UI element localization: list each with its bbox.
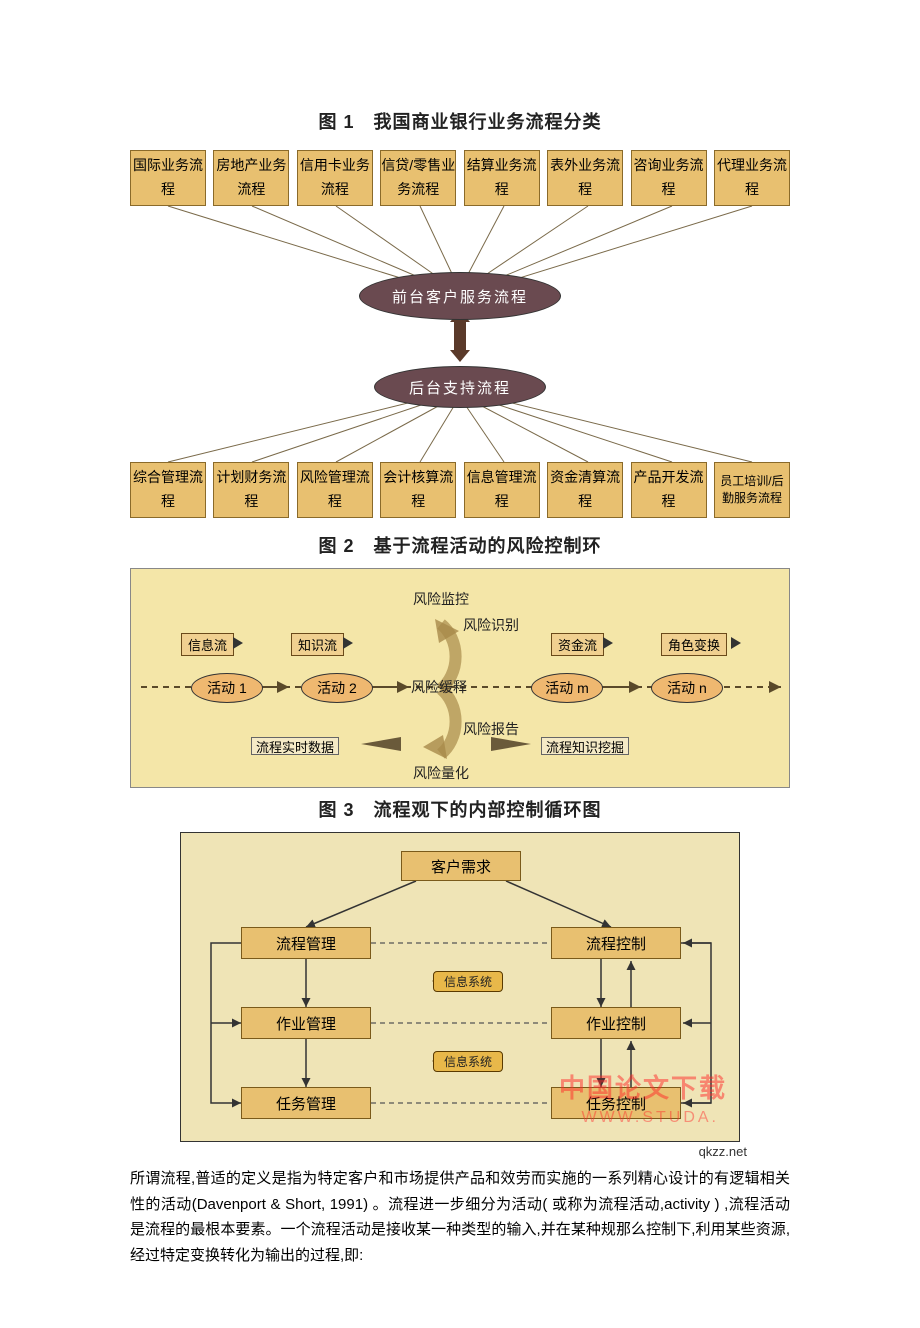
figure1-title: 图 1 我国商业银行业务流程分类 <box>130 108 790 134</box>
fig1-bot-box-1: 计划财务流程 <box>213 462 289 518</box>
fig1-bot-box-7: 员工培训/后勤服务流程 <box>714 462 790 518</box>
figure2-title: 图 2 基于流程活动的风险控制环 <box>130 532 790 558</box>
figure1: 国际业务流程 房地产业务流程 信用卡业务流程 信贷/零售业务流程 结算业务流程 … <box>130 144 790 524</box>
fig2-activity-3: 活动 n <box>651 673 723 703</box>
fig1-bot-box-5: 资金清算流程 <box>547 462 623 518</box>
triangle-icon <box>603 637 613 649</box>
triangle-icon <box>731 637 741 649</box>
fig3-left-2: 任务管理 <box>241 1087 371 1119</box>
fig3-left-0: 流程管理 <box>241 927 371 959</box>
fig1-top-box-2: 信用卡业务流程 <box>297 150 373 206</box>
watermark-text: 中国论文下载 <box>559 1068 727 1105</box>
figure3-title: 图 3 流程观下的内部控制循环图 <box>130 796 790 822</box>
fig2-tag-1: 知识流 <box>291 633 344 656</box>
fig1-top-box-4: 结算业务流程 <box>464 150 540 206</box>
triangle-icon <box>233 637 243 649</box>
fig1-ellipse-back: 后台支持流程 <box>374 366 546 408</box>
fig1-top-box-7: 代理业务流程 <box>714 150 790 206</box>
fig2-tag-3: 角色变换 <box>661 633 727 656</box>
fig1-bot-box-2: 风险管理流程 <box>297 462 373 518</box>
body-paragraph: 所谓流程,普适的定义是指为特定客户和市场提供产品和效劳而实施的一系列精心设计的有… <box>130 1166 790 1268</box>
triangle-icon <box>343 637 353 649</box>
footer-url: qkzz.net <box>699 1144 747 1159</box>
fig2-tag-0: 信息流 <box>181 633 234 656</box>
figure3: 客户需求 流程管理 作业管理 任务管理 流程控制 作业控制 任务控制 信息系统 … <box>180 832 740 1142</box>
fig1-bot-box-6: 产品开发流程 <box>631 462 707 518</box>
fig3-top-box: 客户需求 <box>401 851 521 881</box>
fig2-cycle-3: 风险报告 <box>463 719 519 739</box>
fig3-right-0: 流程控制 <box>551 927 681 959</box>
fig2-cycle-0: 风险监控 <box>413 589 469 609</box>
fig2-activity-1: 活动 2 <box>301 673 373 703</box>
fig3-info-1: 信息系统 <box>433 1051 503 1072</box>
fig1-top-box-1: 房地产业务流程 <box>213 150 289 206</box>
fig1-top-box-5: 表外业务流程 <box>547 150 623 206</box>
fig2-cycle-4: 风险量化 <box>413 763 469 783</box>
fig2-kbox-1: 流程知识挖掘 <box>541 737 629 755</box>
fig3-left-1: 作业管理 <box>241 1007 371 1039</box>
fig2-activity-0: 活动 1 <box>191 673 263 703</box>
fig2-cycle-1: 风险识别 <box>463 615 519 635</box>
figure2: 活动 1 活动 2 活动 m 活动 n 信息流 知识流 资金流 角色变换 风险监… <box>130 568 790 788</box>
watermark-url: WWW.STUDA. <box>581 1109 719 1127</box>
fig1-top-box-3: 信贷/零售业务流程 <box>380 150 456 206</box>
fig1-top-box-6: 咨询业务流程 <box>631 150 707 206</box>
fig2-activity-2: 活动 m <box>531 673 603 703</box>
fig1-bot-box-3: 会计核算流程 <box>380 462 456 518</box>
fig3-info-0: 信息系统 <box>433 971 503 992</box>
fig1-bot-box-4: 信息管理流程 <box>464 462 540 518</box>
fig3-right-1: 作业控制 <box>551 1007 681 1039</box>
fig2-tag-2: 资金流 <box>551 633 604 656</box>
fig1-top-box-0: 国际业务流程 <box>130 150 206 206</box>
fig1-bot-box-0: 综合管理流程 <box>130 462 206 518</box>
fig2-cycle-2: 风险缓释 <box>411 677 467 697</box>
fig1-ellipse-front: 前台客户服务流程 <box>359 272 561 320</box>
fig2-kbox-0: 流程实时数据 <box>251 737 339 755</box>
